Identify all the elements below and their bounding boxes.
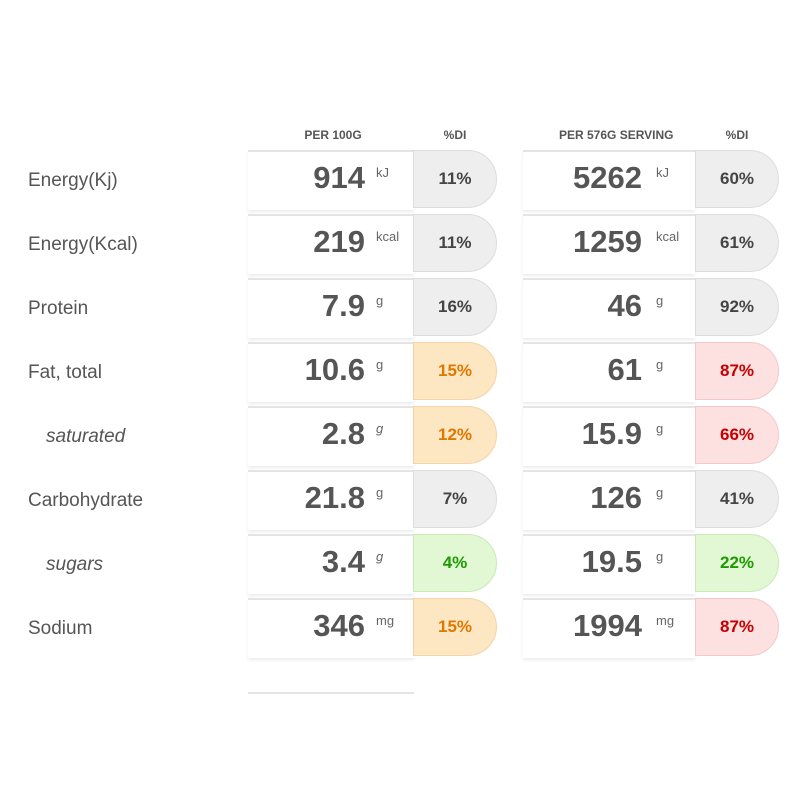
value: 126 <box>590 480 642 515</box>
value-cell <box>248 534 414 594</box>
value-cell <box>523 470 695 530</box>
row-label: saturated <box>46 426 126 447</box>
column-header: PER 576G SERVING <box>559 128 674 142</box>
value-cell <box>523 342 695 402</box>
di-pill: 60% <box>695 150 779 208</box>
unit: kcal <box>376 229 400 244</box>
row-label: Carbohydrate <box>28 490 144 511</box>
value-cell <box>248 470 414 530</box>
row-label: sugars <box>46 554 104 575</box>
unit: mg <box>376 613 395 628</box>
value-cell <box>248 214 414 274</box>
value-cell <box>248 278 414 338</box>
divider <box>248 692 414 694</box>
row-label: Energy(Kj) <box>28 170 118 191</box>
value-cell <box>523 278 695 338</box>
unit: g <box>376 357 384 372</box>
value-cell <box>248 598 414 658</box>
value: 2.8 <box>321 416 365 451</box>
value: 7.9 <box>321 288 365 323</box>
value: 21.8 <box>304 480 365 515</box>
di-pill: 12% <box>413 406 497 464</box>
value: 46 <box>607 288 642 323</box>
unit: g <box>376 421 384 436</box>
value: 1994 <box>573 608 642 643</box>
column-header: %DI <box>725 128 749 142</box>
column-header: PER 100G <box>304 128 362 142</box>
di-pill: 15% <box>413 342 497 400</box>
di-pill: 61% <box>695 214 779 272</box>
value: 346 <box>313 608 365 643</box>
di-pill: 15% <box>413 598 497 656</box>
di-pill: 4% <box>413 534 497 592</box>
value: 15.9 <box>581 416 642 451</box>
di-pill: 87% <box>695 598 779 656</box>
unit: g <box>656 549 664 564</box>
unit: g <box>656 357 664 372</box>
di-pill: 41% <box>695 470 779 528</box>
row-label: Energy(Kcal) <box>28 234 138 255</box>
value-cell <box>248 342 414 402</box>
unit: g <box>376 549 384 564</box>
value-cell <box>523 598 695 658</box>
column-header: %DI <box>443 128 467 142</box>
di-pill: 22% <box>695 534 779 592</box>
value: 3.4 <box>321 544 365 579</box>
unit: kJ <box>376 165 389 180</box>
unit: g <box>376 293 384 308</box>
value-cell <box>523 406 695 466</box>
value-cell <box>248 150 414 210</box>
unit: g <box>656 485 664 500</box>
unit: kcal <box>656 229 680 244</box>
di-pill: 16% <box>413 278 497 336</box>
value: 219 <box>313 224 365 259</box>
di-pill: 11% <box>413 150 497 208</box>
value-cell <box>523 150 695 210</box>
value-cell <box>248 406 414 466</box>
di-pill: 7% <box>413 470 497 528</box>
value: 1259 <box>573 224 642 259</box>
value-cell <box>523 534 695 594</box>
unit: g <box>656 421 664 436</box>
unit: g <box>656 293 664 308</box>
di-pill: 92% <box>695 278 779 336</box>
value: 10.6 <box>304 352 365 387</box>
row-label: Protein <box>28 298 89 319</box>
unit: mg <box>656 613 675 628</box>
value-cell <box>523 214 695 274</box>
row-label: Sodium <box>28 618 93 639</box>
row-label: Fat, total <box>28 362 102 383</box>
value: 19.5 <box>581 544 642 579</box>
unit: g <box>376 485 384 500</box>
value: 61 <box>607 352 642 387</box>
di-pill: 11% <box>413 214 497 272</box>
unit: kJ <box>656 165 669 180</box>
value: 5262 <box>573 160 642 195</box>
di-pill: 87% <box>695 342 779 400</box>
value: 914 <box>313 160 365 195</box>
di-pill: 66% <box>695 406 779 464</box>
